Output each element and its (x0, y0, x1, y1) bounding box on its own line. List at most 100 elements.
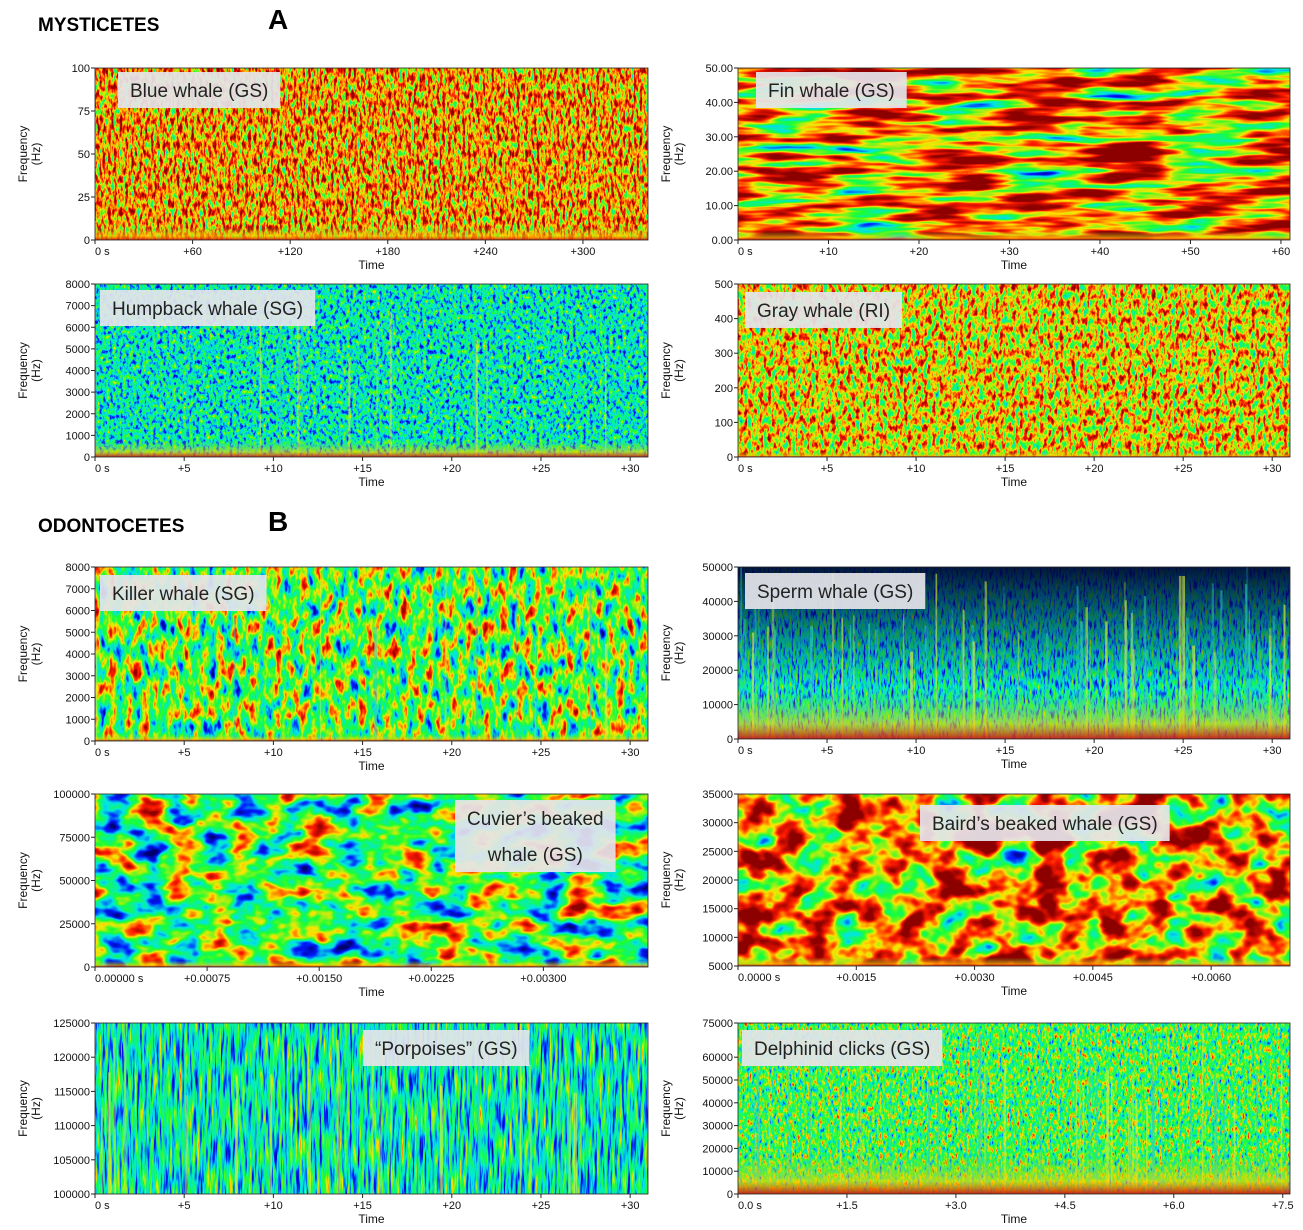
y-tick-label: 2000 (66, 409, 90, 421)
y-axis-title: Frequency (16, 1080, 30, 1137)
y-tick-label: 4000 (66, 366, 90, 378)
y-axis-title: Frequency (16, 126, 30, 183)
y-axis-unit: (Hz) (29, 143, 43, 166)
spectrogram-stripe (590, 577, 592, 741)
section-letter: B (268, 506, 288, 537)
y-tick-label: 0 (84, 452, 90, 464)
spectrogram-stripe (568, 1100, 570, 1194)
y-tick-label: 10000 (702, 932, 733, 944)
spectrogram-stripe (535, 1094, 536, 1194)
y-tick-label: 75000 (59, 832, 90, 844)
page: MYSTICETES A ODONTOCETES B 02550751000 s… (0, 0, 1303, 1230)
x-tick-label: 0 s (95, 463, 110, 475)
y-axis-title: Frequency (16, 342, 30, 399)
panel-label: Delphinid clicks (GS) (754, 1039, 930, 1060)
spectrogram-lowband (738, 452, 1290, 457)
section-title: ODONTOCETES (38, 516, 184, 537)
y-axis-unit: (Hz) (29, 359, 43, 382)
y-tick-label: 25000 (702, 846, 733, 858)
spectrogram-stripe (417, 1104, 419, 1194)
y-tick-label: 6000 (66, 606, 90, 618)
x-tick-label: +10 (907, 463, 926, 475)
x-axis-title: Time (1001, 475, 1028, 489)
panel-label: Fin whale (GS) (768, 81, 895, 102)
spectrogram-lowband (95, 960, 648, 967)
x-tick-label: +120 (278, 246, 303, 258)
y-tick-label: 105000 (53, 1155, 90, 1167)
x-tick-label: +50 (1181, 246, 1200, 258)
spectrogram-lowband (95, 226, 648, 240)
x-tick-label: +10 (907, 745, 926, 757)
spectrogram-stripe (371, 1044, 373, 1194)
x-tick-label: +0.0045 (1073, 972, 1113, 984)
x-tick-label: +15 (353, 463, 372, 475)
x-tick-label: +15 (996, 463, 1015, 475)
panel-label: Sperm whale (GS) (757, 582, 913, 603)
y-tick-label: 10.00 (705, 201, 733, 213)
y-tick-label: 60000 (702, 1052, 733, 1064)
figure: MYSTICETES A ODONTOCETES B 02550751000 s… (0, 0, 1303, 1230)
spectrogram-lowband (738, 687, 1290, 739)
y-tick-label: 10000 (702, 1166, 733, 1178)
y-tick-label: 1000 (66, 430, 90, 442)
panel-label: Gray whale (RI) (757, 301, 890, 322)
y-axis-unit: (Hz) (29, 869, 43, 892)
spectrogram-stripe (605, 644, 608, 741)
y-tick-label: 25 (78, 192, 90, 204)
x-tick-label: +0.0015 (836, 972, 876, 984)
y-tick-label: 8000 (66, 279, 90, 291)
x-tick-label: +30 (1263, 463, 1282, 475)
x-tick-label: +25 (532, 463, 551, 475)
y-axis-unit: (Hz) (672, 359, 686, 382)
y-tick-label: 25000 (59, 919, 90, 931)
x-axis-title: Time (358, 258, 385, 272)
spectrogram-stripe (291, 1052, 292, 1194)
y-tick-label: 40000 (702, 1098, 733, 1110)
x-tick-label: +0.00300 (520, 973, 566, 985)
x-tick-label: +15 (996, 745, 1015, 757)
spectrogram-stripe (476, 340, 478, 457)
y-tick-label: 200 (715, 383, 733, 395)
spectrogram-stripe (445, 580, 447, 741)
x-axis-title: Time (1001, 1212, 1028, 1226)
x-tick-label: +5 (178, 1200, 191, 1212)
y-axis-title: Frequency (659, 342, 673, 399)
spectrogram-stripe (234, 618, 236, 741)
y-tick-label: 100000 (53, 1189, 90, 1201)
y-axis-title: Frequency (16, 626, 30, 683)
x-tick-label: +300 (571, 246, 596, 258)
x-tick-label: +15 (353, 747, 372, 759)
spectrogram-stripe (440, 1086, 443, 1194)
x-tick-label: +30 (621, 463, 640, 475)
x-tick-label: +60 (1272, 246, 1291, 258)
x-tick-label: +20 (442, 1200, 461, 1212)
y-tick-label: 30.00 (705, 132, 733, 144)
spectrogram-stripe (124, 1023, 127, 1194)
spectrogram-stripe (184, 1041, 185, 1194)
spectrogram-stripe (390, 312, 393, 457)
x-tick-label: +0.00150 (296, 973, 342, 985)
y-tick-label: 0 (84, 736, 90, 748)
y-tick-label: 5000 (66, 627, 90, 639)
y-tick-label: 0 (727, 452, 733, 464)
spectrogram-stripe (187, 319, 189, 457)
y-tick-label: 0 (727, 1189, 733, 1201)
y-tick-label: 2000 (66, 693, 90, 705)
spectrogram-stripe (297, 314, 299, 457)
spectrogram-stripe (574, 1093, 575, 1194)
panel-label: Humpback whale (SG) (112, 299, 303, 320)
y-tick-label: 7000 (66, 301, 90, 313)
y-tick-label: 6000 (66, 322, 90, 334)
x-tick-label: +25 (532, 1200, 551, 1212)
spectrogram-stripe (256, 1108, 257, 1194)
x-tick-label: 0 s (95, 246, 110, 258)
x-tick-label: +30 (621, 1200, 640, 1212)
y-tick-label: 100 (72, 63, 90, 75)
x-tick-label: +10 (264, 747, 283, 759)
y-axis-title: Frequency (659, 625, 673, 682)
x-axis-title: Time (1001, 258, 1028, 272)
y-tick-label: 3000 (66, 387, 90, 399)
x-tick-label: 0 s (95, 747, 110, 759)
spectrogram-stripe (475, 588, 478, 741)
spectrogram-stripe (391, 1089, 392, 1194)
